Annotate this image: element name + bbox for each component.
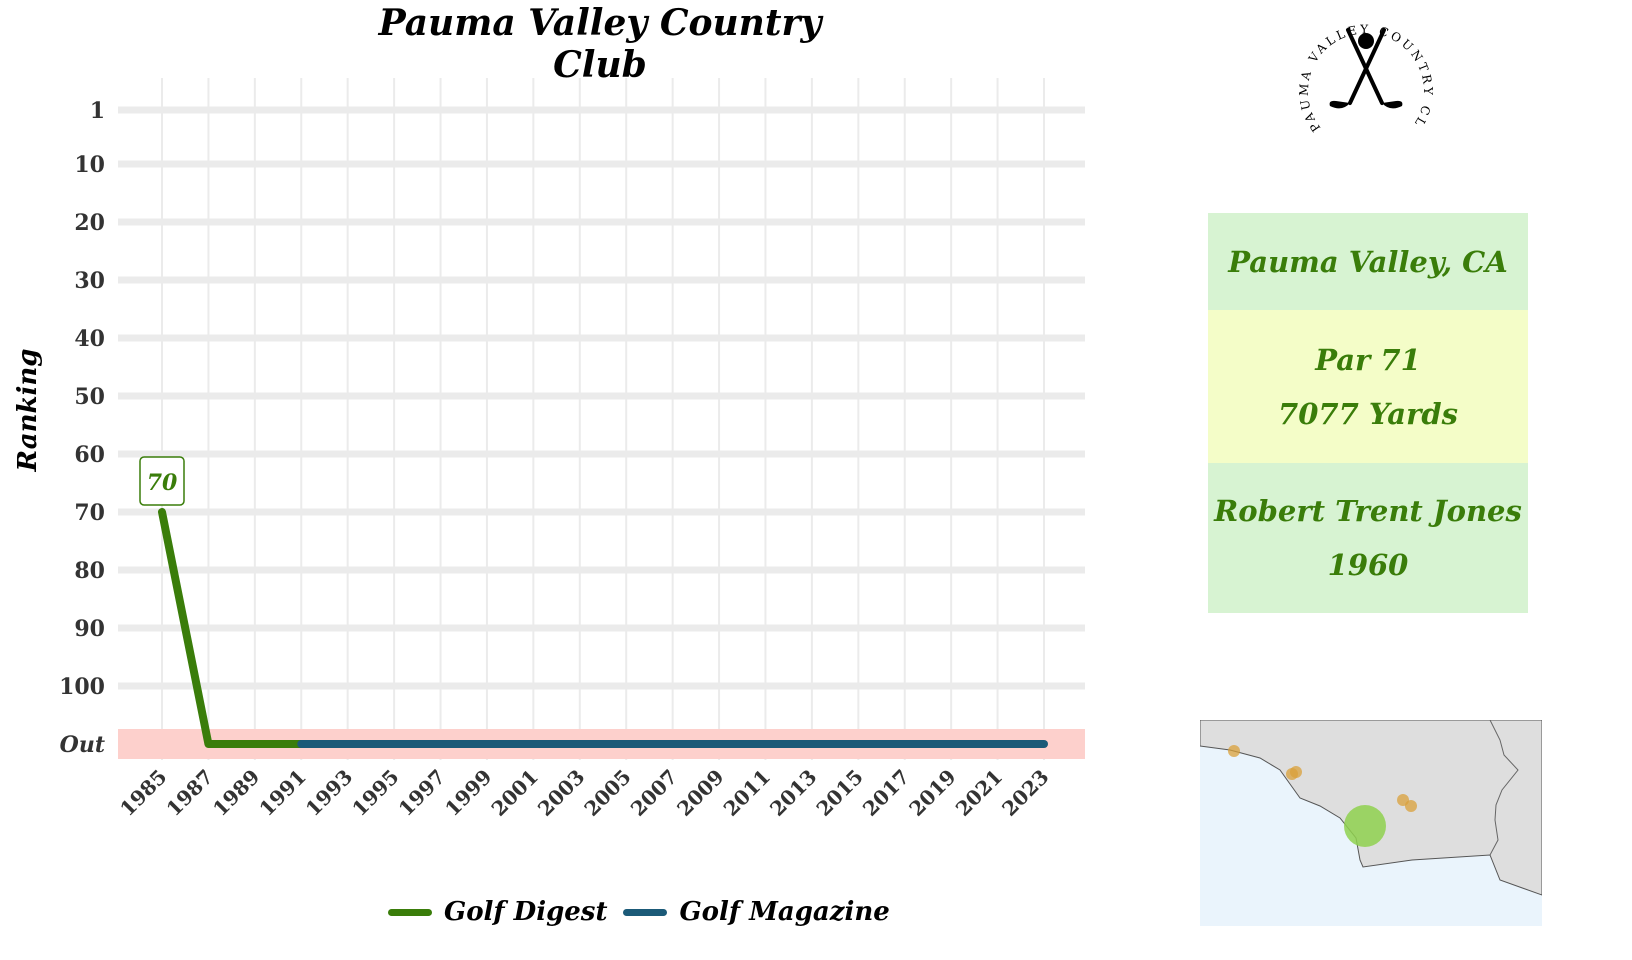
- y-tick-label: 100: [59, 674, 105, 700]
- legend-label-golf-magazine: Golf Magazine: [679, 897, 890, 927]
- par-text: Par 71: [1315, 342, 1421, 377]
- annotation-label: 70: [147, 470, 178, 496]
- x-tick-label: 2023: [997, 765, 1053, 821]
- yards-text: 7077 Yards: [1278, 396, 1458, 431]
- x-tick-label: 2007: [626, 765, 682, 821]
- x-tick-label: 2013: [765, 765, 821, 821]
- x-tick-label: 1993: [301, 765, 357, 821]
- y-tick-label: 50: [74, 384, 105, 410]
- x-tick-label: 1997: [394, 765, 450, 821]
- map-border: [1489, 720, 1519, 856]
- legend-label-golf-digest: Golf Digest: [444, 897, 608, 927]
- ranking-chart: 1102030405060708090100Out198519871989199…: [13, 78, 1085, 821]
- x-tick-label: 2015: [812, 765, 868, 821]
- logo-text: PAUMA VALLEY COUNTRY CLUB: [1286, 0, 1432, 134]
- course-stats-box: Par 71 7077 Yards: [1208, 310, 1528, 463]
- y-tick-label: 60: [74, 442, 105, 468]
- x-tick-label: 2001: [487, 765, 543, 821]
- x-tick-label: 1987: [162, 765, 218, 821]
- y-tick-label: 70: [74, 500, 105, 526]
- x-tick-label: 1995: [347, 765, 403, 821]
- architect-text: Robert Trent Jones: [1214, 494, 1522, 528]
- y-tick-label: 1: [90, 98, 105, 124]
- club-logo: PAUMA VALLEY COUNTRY CLUB: [1286, 0, 1435, 134]
- x-tick-label: 1985: [115, 765, 171, 821]
- y-axis-label: Ranking: [13, 349, 43, 473]
- y-tick-label: 40: [74, 326, 105, 352]
- chart-title: Pauma Valley Country Club: [378, 2, 822, 86]
- x-tick-label: 1999: [440, 765, 496, 821]
- svg-text:PAUMA VALLEY COUNTRY CLUB: PAUMA VALLEY COUNTRY CLUB: [1286, 0, 1435, 134]
- y-tick-label: 90: [74, 616, 105, 642]
- year-text: 1960: [1327, 548, 1409, 582]
- x-tick-label: 2019: [904, 765, 960, 821]
- legend-swatch-golf-magazine: [623, 908, 668, 916]
- y-tick-label: 30: [74, 268, 105, 294]
- x-tick-label: 2017: [858, 765, 914, 821]
- series-line-golf-digest: [158, 508, 306, 748]
- x-tick-label: 2003: [533, 765, 589, 821]
- legend-item-golf-magazine: Golf Magazine: [623, 897, 890, 927]
- legend-item-golf-digest: Golf Digest: [388, 897, 607, 927]
- location-box: Pauma Valley, CA: [1208, 213, 1528, 310]
- location-text: Pauma Valley, CA: [1228, 244, 1508, 279]
- y-tick-label: 20: [74, 210, 105, 236]
- x-tick-label: 2021: [951, 765, 1007, 821]
- architect-box: Robert Trent Jones 1960: [1208, 463, 1528, 613]
- x-tick-label: 2011: [719, 765, 775, 821]
- crossed-golf-clubs-icon: [1329, 28, 1403, 109]
- map-marker-other: [1290, 766, 1302, 778]
- map-marker-other: [1405, 800, 1417, 812]
- y-tick-label: 10: [74, 152, 105, 178]
- map-marker-other: [1228, 745, 1240, 757]
- location-map: [1200, 720, 1542, 926]
- y-tick-label: 80: [74, 558, 105, 584]
- x-tick-label: 2005: [579, 765, 635, 821]
- map-marker-main: [1344, 805, 1386, 847]
- chart-legend: Golf Digest Golf Magazine: [388, 892, 906, 932]
- y-tick-label: Out: [60, 732, 105, 758]
- x-tick-label: 1989: [208, 765, 264, 821]
- legend-swatch-golf-digest: [388, 908, 432, 916]
- annotation-box: [139, 456, 185, 506]
- x-tick-label: 1991: [254, 765, 310, 821]
- x-tick-label: 2009: [672, 765, 728, 821]
